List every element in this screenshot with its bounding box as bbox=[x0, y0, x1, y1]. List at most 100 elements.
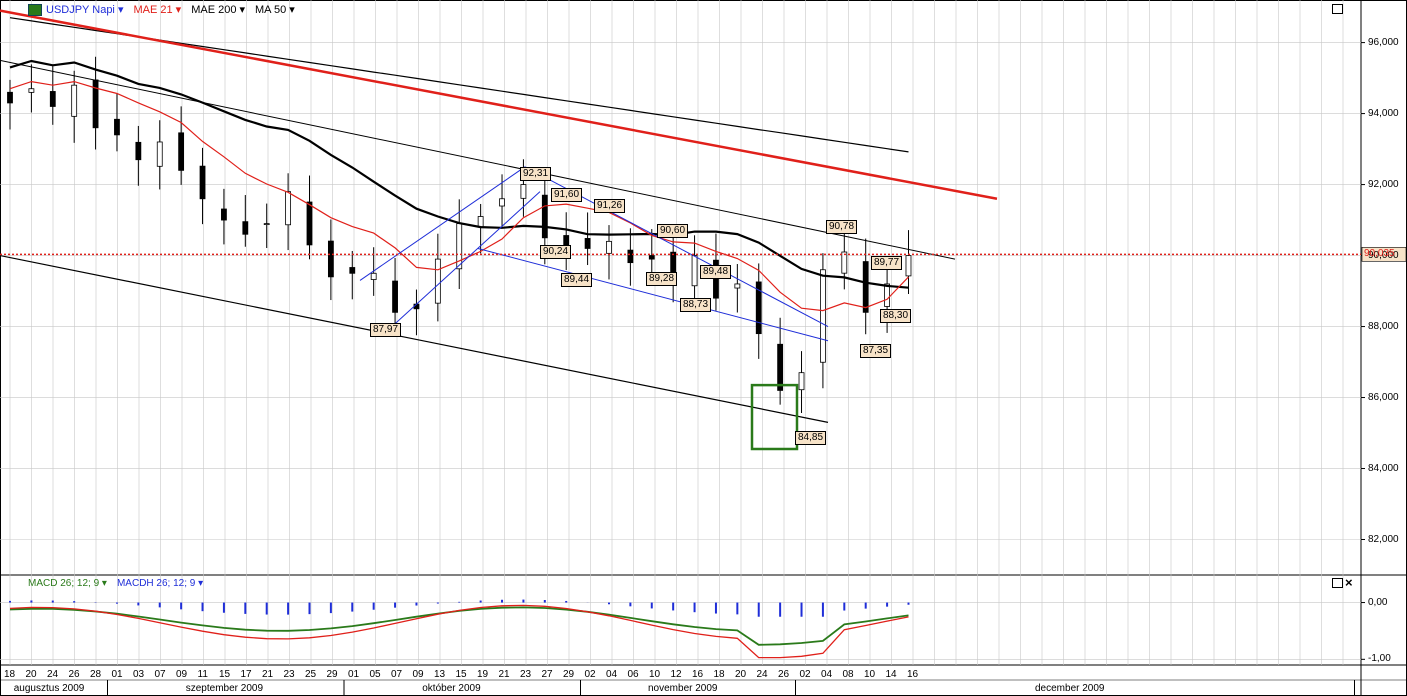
candle-body bbox=[499, 198, 505, 207]
lower-channel-line bbox=[0, 254, 829, 423]
day-tick-label: 18 bbox=[713, 669, 725, 680]
maximize-main-panel-button[interactable] bbox=[1332, 4, 1343, 14]
price-annotation: 92,31 bbox=[520, 166, 552, 181]
day-tick-label: 04 bbox=[606, 669, 618, 680]
day-tick-label: 01 bbox=[111, 669, 123, 680]
candle-body bbox=[156, 141, 163, 167]
dropdown-icon: ▾ bbox=[172, 4, 182, 16]
candle-body bbox=[306, 201, 313, 246]
dropdown-icon: ▾ bbox=[286, 4, 295, 16]
dropdown-icon: ▾ bbox=[114, 4, 124, 16]
day-tick-label: 09 bbox=[412, 669, 424, 680]
price-tick-label: 94,000 bbox=[1368, 107, 1399, 119]
mae200-selector[interactable]: MAE 200 ▾ bbox=[191, 4, 246, 16]
month-label: december 2009 bbox=[1035, 683, 1105, 694]
candle-body bbox=[734, 283, 741, 289]
day-tick-label: 29 bbox=[563, 669, 575, 680]
candle-body bbox=[884, 283, 890, 307]
candle-body bbox=[114, 118, 120, 136]
candle-body bbox=[242, 221, 249, 235]
price-tick-label: 82,000 bbox=[1368, 533, 1399, 545]
dropdown-icon: ▾ bbox=[236, 4, 246, 16]
price-annotation: 89,48 bbox=[700, 264, 732, 279]
price-annotation: 91,60 bbox=[551, 188, 583, 203]
price-annotation: 90,78 bbox=[826, 220, 858, 235]
candle-body bbox=[199, 165, 206, 200]
macd-signal-line bbox=[9, 606, 909, 646]
dropdown-icon: ▾ bbox=[99, 578, 107, 589]
day-tick-label: 14 bbox=[885, 669, 897, 680]
maximize-macd-panel-button[interactable] bbox=[1332, 578, 1343, 588]
price-tick-label: 92,000 bbox=[1368, 178, 1399, 190]
candle-body bbox=[755, 281, 762, 335]
candle-body bbox=[520, 184, 527, 199]
price-tick-label: 90,000 bbox=[1368, 249, 1399, 261]
macd-legend: MACD 26; 12; 9 ▾ MACDH 26; 12; 9 ▾ bbox=[28, 577, 203, 590]
day-tick-label: 13 bbox=[434, 669, 446, 680]
candle-body bbox=[713, 259, 719, 299]
upper-channel-line bbox=[0, 59, 956, 260]
blue-channel-line bbox=[359, 166, 526, 281]
ma50-selector[interactable]: MA 50 ▾ bbox=[255, 4, 295, 16]
day-tick-label: 04 bbox=[821, 669, 833, 680]
macd-line bbox=[9, 604, 909, 659]
current-price-label-box bbox=[1361, 247, 1407, 262]
day-tick-label: 24 bbox=[47, 669, 59, 680]
candle-body bbox=[178, 132, 185, 171]
macdh-selector[interactable]: MACDH 26; 12; 9 ▾ bbox=[116, 578, 204, 589]
symbol-selector[interactable]: USDJPY Napi ▾ bbox=[46, 4, 124, 16]
price-annotation: 84,85 bbox=[795, 431, 827, 446]
day-tick-label: 27 bbox=[541, 669, 553, 680]
candle-body bbox=[349, 267, 356, 274]
candle-body bbox=[777, 343, 784, 391]
day-tick-label: 17 bbox=[240, 669, 252, 680]
candle-body bbox=[392, 280, 398, 313]
candle-body bbox=[584, 238, 591, 249]
blue-channel-line bbox=[477, 247, 829, 342]
day-tick-label: 10 bbox=[649, 669, 661, 680]
price-annotation: 88,30 bbox=[880, 308, 912, 323]
candle-body bbox=[327, 240, 334, 278]
day-tick-label: 09 bbox=[176, 669, 188, 680]
day-tick-label: 16 bbox=[692, 669, 704, 680]
day-tick-label: 03 bbox=[133, 669, 145, 680]
day-tick-label: 16 bbox=[907, 669, 919, 680]
price-annotation: 88,73 bbox=[680, 298, 712, 313]
candle-body bbox=[606, 240, 612, 254]
day-tick-label: 08 bbox=[842, 669, 854, 680]
day-tick-label: 26 bbox=[778, 669, 790, 680]
day-tick-label: 05 bbox=[369, 669, 381, 680]
price-annotation: 89,44 bbox=[561, 273, 593, 288]
mae21-selector[interactable]: MAE 21 ▾ bbox=[133, 4, 182, 16]
dropdown-icon: ▾ bbox=[195, 578, 204, 589]
candle-body bbox=[841, 251, 848, 274]
day-tick-label: 15 bbox=[455, 669, 467, 680]
day-tick-label: 29 bbox=[326, 669, 338, 680]
candle-body bbox=[7, 91, 13, 104]
candle-body bbox=[627, 249, 634, 264]
day-tick-label: 28 bbox=[90, 669, 102, 680]
candle-body bbox=[905, 255, 912, 277]
macd-selector[interactable]: MACD 26; 12; 9 ▾ bbox=[28, 578, 107, 589]
day-tick-label: 23 bbox=[283, 669, 295, 680]
macd-tick-label: 0,00 bbox=[1368, 596, 1388, 608]
month-label: augusztus 2009 bbox=[13, 683, 85, 694]
price-annotation: 89,77 bbox=[871, 255, 903, 270]
price-annotation: 87,97 bbox=[370, 323, 402, 338]
candle-body bbox=[370, 272, 377, 280]
candle-body bbox=[285, 191, 292, 226]
day-tick-label: 25 bbox=[305, 669, 317, 680]
day-tick-label: 07 bbox=[391, 669, 403, 680]
price-tick-label: 96,000 bbox=[1368, 36, 1399, 48]
close-macd-panel-button[interactable]: × bbox=[1345, 575, 1353, 590]
day-tick-label: 23 bbox=[520, 669, 532, 680]
candle-body bbox=[691, 255, 698, 287]
day-tick-label: 12 bbox=[670, 669, 682, 680]
day-tick-label: 06 bbox=[627, 669, 639, 680]
candle-body bbox=[28, 88, 35, 93]
price-annotation: 90,24 bbox=[540, 245, 572, 259]
day-tick-label: 20 bbox=[735, 669, 747, 680]
chart-icon bbox=[28, 4, 42, 16]
candle-body bbox=[648, 255, 655, 260]
